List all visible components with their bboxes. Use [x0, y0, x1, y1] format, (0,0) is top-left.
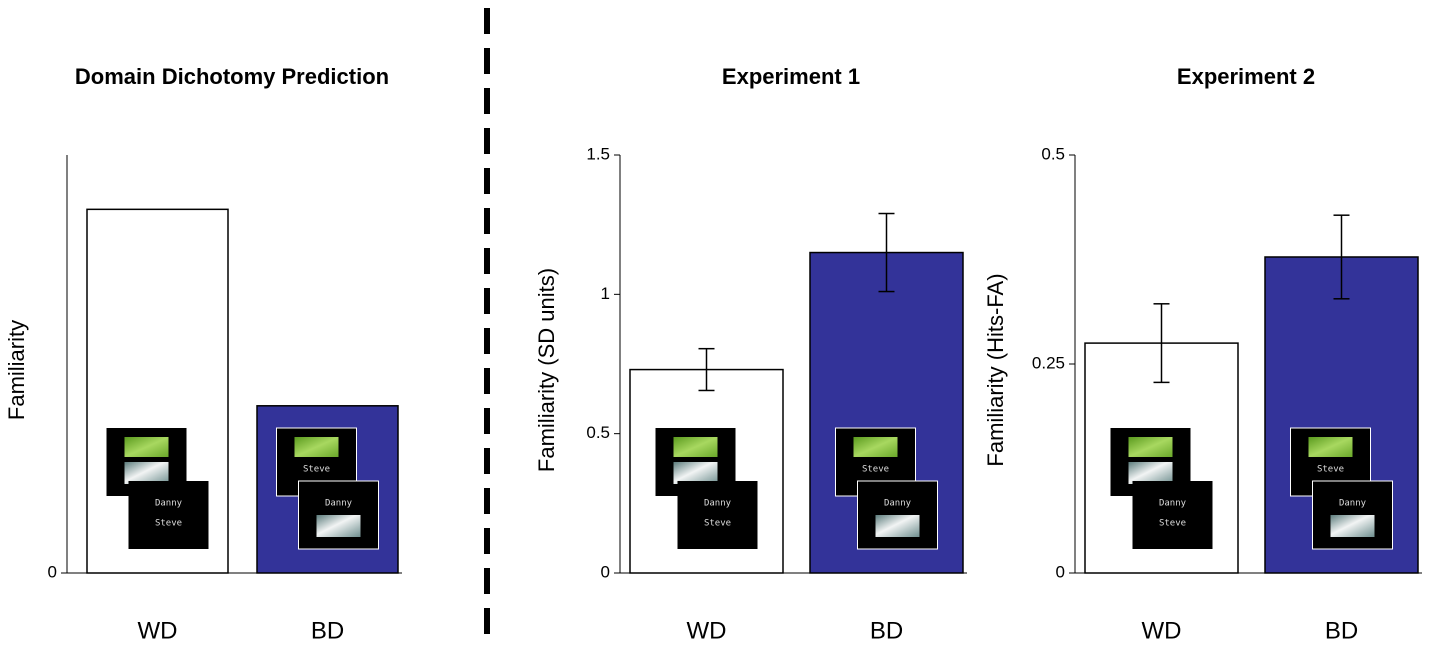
x-tick-label: WD — [1142, 617, 1182, 644]
x-tick-label: BD — [311, 617, 344, 644]
stimulus-name: Danny — [1159, 499, 1187, 509]
chart-title: Experiment 1 — [722, 64, 860, 89]
stimulus-image — [1128, 462, 1173, 484]
stimulus-name: Steve — [1159, 519, 1186, 529]
stimulus-image — [853, 437, 898, 457]
stimulus-image — [875, 515, 920, 537]
y-tick-label: 1 — [601, 284, 610, 303]
stimulus-icon: Steve Danny — [276, 427, 379, 550]
y-tick-label: 0 — [601, 562, 610, 581]
x-tick-label: WD — [687, 617, 727, 644]
stimulus-image — [294, 437, 339, 457]
chart-title: Domain Dichotomy Prediction — [75, 64, 389, 89]
error-bar — [698, 347, 715, 392]
stimulus-image — [124, 462, 169, 484]
stimulus-icon: Danny Steve — [106, 428, 209, 549]
stimulus-name: Danny — [325, 499, 353, 509]
stimulus-name: Steve — [303, 465, 330, 475]
x-tick-label: BD — [1325, 617, 1358, 644]
error-bar — [1153, 303, 1170, 384]
stimulus-name: Danny — [155, 499, 183, 509]
stimulus-image — [1330, 515, 1375, 537]
stimulus-image — [316, 515, 361, 537]
y-tick-label: 1.5 — [586, 144, 610, 163]
stimulus-name: Danny — [704, 499, 732, 509]
y-axis-label: Familiarity (SD units) — [534, 268, 559, 472]
chart-title: Experiment 2 — [1177, 64, 1315, 89]
y-axis-label: Familiarity (Hits-FA) — [983, 273, 1008, 466]
y-axis-label: Familiarity — [4, 320, 29, 420]
x-tick-label: WD — [138, 617, 178, 644]
stimulus-icon: Steve Danny — [1290, 427, 1393, 550]
y-tick-label: 0.5 — [1041, 144, 1065, 163]
stimulus-image — [673, 462, 718, 484]
stimulus-frame — [128, 481, 209, 549]
stimulus-name: Steve — [155, 519, 182, 529]
y-tick-label: 0 — [1056, 562, 1065, 581]
stimulus-icon: Steve Danny — [835, 427, 938, 550]
y-tick-label: 0.25 — [1032, 353, 1065, 372]
stimulus-image — [124, 437, 169, 457]
stimulus-name: Steve — [1317, 465, 1344, 475]
stimulus-image — [673, 437, 718, 457]
stimulus-frame — [677, 481, 758, 549]
x-tick-label: BD — [870, 617, 903, 644]
error-bar — [878, 212, 895, 293]
stimulus-image — [1128, 437, 1173, 457]
stimulus-frame — [1132, 481, 1213, 549]
stimulus-name: Danny — [1339, 499, 1367, 509]
stimulus-icon: Danny Steve — [655, 428, 758, 549]
stimulus-name: Steve — [862, 465, 889, 475]
stimulus-icon: Danny Steve — [1110, 428, 1213, 549]
y-tick-label: 0 — [48, 562, 57, 581]
y-tick-label: 0.5 — [586, 423, 610, 442]
error-bar — [1333, 214, 1350, 300]
stimulus-name: Danny — [884, 499, 912, 509]
stimulus-name: Steve — [704, 519, 731, 529]
stimulus-image — [1308, 437, 1353, 457]
